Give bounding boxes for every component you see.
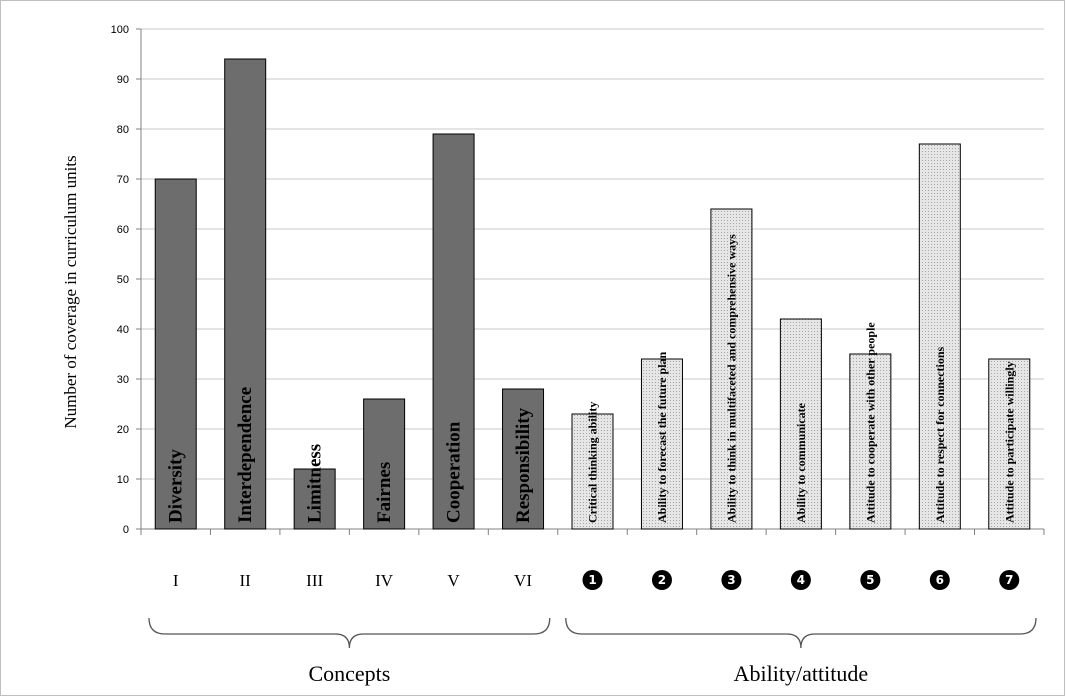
y-tick-label: 30 [117, 374, 129, 386]
category-labels: I II III IV V VI 1 2 3 4 5 6 7 [173, 570, 1020, 590]
number-badge-icon [790, 570, 811, 590]
bar-critical-thinking-ability [571, 413, 614, 530]
bar-labels: Diversity Interdependence Limitness Fairnes… [166, 234, 1017, 523]
number-badge-icon [651, 570, 672, 590]
y-tick-label: 100 [111, 24, 129, 36]
number-badge-icon [999, 570, 1020, 590]
bar-label: Limitness [305, 444, 326, 523]
bars [140, 58, 1045, 535]
y-tick-label: 40 [117, 324, 129, 336]
category-label: 2 [658, 573, 666, 587]
bar-responsibility [502, 388, 545, 530]
number-badge-icon [860, 570, 881, 590]
category-label: 5 [866, 573, 874, 587]
bar-fairnes [363, 398, 406, 530]
category-label: 6 [936, 573, 944, 587]
bar-label: Interdependence [235, 387, 256, 523]
category-label: III [306, 571, 323, 590]
bar-ability-to-think-in-multifaceted-and-comprehensive-ways [710, 208, 753, 530]
y-axis-title: Number of coverage in curriculum units [61, 155, 80, 428]
bar-label: Fairnes [374, 462, 395, 523]
category-label: 1 [588, 573, 596, 587]
y-tick-label: 10 [117, 474, 129, 486]
group-label: Ability/attitude [734, 661, 868, 686]
category-label: V [447, 571, 460, 590]
bar-label: Responsibility [513, 407, 534, 523]
gridlines [140, 28, 1044, 530]
category-label: 4 [797, 573, 805, 587]
y-tick-label: 80 [117, 124, 129, 136]
number-badge-icon [721, 570, 742, 590]
y-tick-label: 20 [117, 424, 129, 436]
bar-label: Diversity [166, 449, 187, 523]
bar-label: Ability to think in multifaceted and com… [724, 234, 738, 523]
bar-label: Attitude to respect for connections [933, 346, 947, 523]
category-label: IV [375, 571, 394, 590]
category-label: II [240, 571, 252, 590]
bar-label: Attitude to participate willingly [1002, 361, 1016, 523]
bar-attitude-to-respect-for-connections [918, 143, 961, 530]
y-tick-label: 50 [117, 274, 129, 286]
bar-diversity [154, 178, 197, 530]
bar-attitude-to-cooperate-with-other-people [849, 353, 892, 530]
group-label: Concepts [308, 661, 390, 686]
bar-cooperation [432, 133, 475, 530]
bar-label: Ability to communicate [794, 402, 808, 523]
number-badge-icon [929, 570, 950, 590]
group-braces: Concepts Ability/attitude [148, 617, 1037, 686]
category-label: VI [514, 571, 532, 590]
bar-ability-to-communicate [779, 318, 822, 530]
y-axis-ticks: 0 10 20 30 40 50 60 70 80 90 100 [111, 24, 141, 536]
y-tick-label: 90 [117, 74, 129, 86]
y-tick-label: 60 [117, 224, 129, 236]
number-badge-icon [582, 570, 603, 590]
category-label: 7 [1005, 573, 1013, 587]
bar-attitude-to-participate-willingly [988, 358, 1031, 530]
bar-label: Cooperation [444, 421, 465, 523]
bar-label: Ability to forecast the future plan [655, 351, 669, 523]
category-label: 3 [727, 573, 735, 587]
bar-label: Critical thinking ability [586, 402, 600, 523]
bar-label: Attitude to cooperate with other people [863, 322, 877, 523]
bar-limitness [293, 468, 336, 530]
y-tick-label: 0 [123, 524, 129, 536]
category-label: I [173, 571, 179, 590]
bar-interdependence [224, 58, 267, 530]
y-tick-label: 70 [117, 174, 129, 186]
group-brace [148, 617, 551, 649]
group-brace [565, 617, 1037, 649]
bar-ability-to-forecast-the-future-plan [640, 358, 683, 530]
